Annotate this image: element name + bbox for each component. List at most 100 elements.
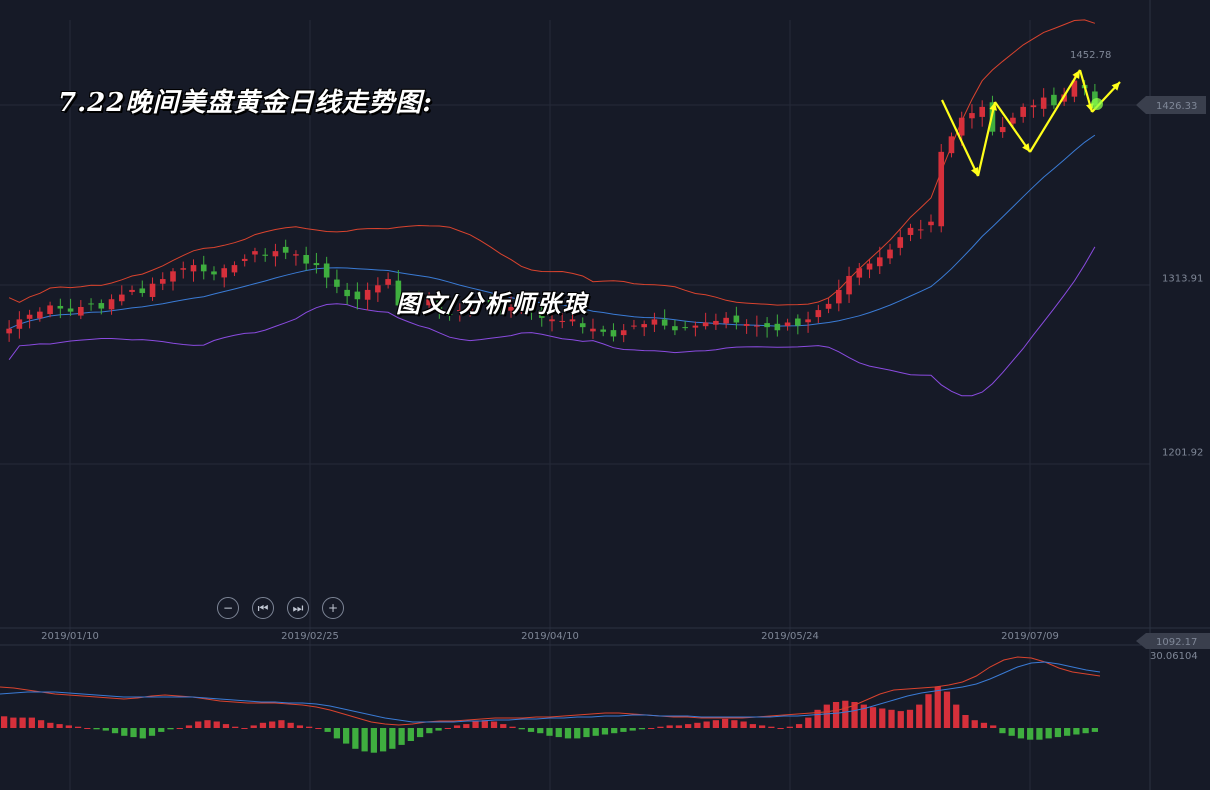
- macd-bar: [685, 724, 692, 728]
- macd-bar: [19, 717, 26, 728]
- macd-bar: [601, 728, 609, 735]
- candle: [395, 280, 402, 306]
- date-axis-label: 2019/01/10: [41, 631, 99, 642]
- macd-bar: [287, 722, 294, 728]
- macd-bar: [814, 709, 821, 728]
- arrow-line: [976, 101, 997, 177]
- candle: [897, 237, 904, 248]
- candle: [344, 289, 350, 297]
- candle: [692, 325, 699, 328]
- date-axis-label: 2019/04/10: [521, 631, 579, 642]
- macd-bar: [731, 720, 738, 728]
- macd-bar: [416, 728, 424, 738]
- macd-bar: [990, 725, 997, 728]
- candle: [917, 229, 924, 231]
- macd-bar: [648, 728, 655, 729]
- macd-bar: [888, 709, 895, 728]
- candle: [866, 263, 873, 270]
- macd-bar: [176, 728, 183, 729]
- plus-icon: +: [327, 601, 339, 615]
- candle: [825, 303, 832, 309]
- candle: [88, 303, 94, 305]
- candle: [385, 279, 391, 285]
- macd-dif-line: [0, 656, 1101, 726]
- candle: [375, 285, 381, 293]
- zoom-in-button[interactable]: +: [322, 597, 344, 619]
- macd-bar: [1091, 728, 1098, 732]
- candle: [303, 254, 309, 264]
- macd-bar: [657, 726, 664, 728]
- macd-bar: [546, 728, 553, 736]
- candle: [1020, 106, 1026, 117]
- candle: [323, 263, 330, 278]
- macd-bar: [259, 722, 267, 728]
- macd-bar: [185, 725, 193, 728]
- candle: [651, 319, 658, 325]
- candle: [180, 268, 187, 270]
- macd-bar: [111, 728, 119, 734]
- candle: [579, 323, 586, 328]
- candle: [620, 330, 627, 336]
- macd-bar: [925, 694, 932, 728]
- candle: [549, 319, 555, 322]
- macd-bar: [204, 720, 211, 728]
- candle: [743, 324, 750, 326]
- macd-bar: [444, 728, 451, 729]
- macd-bar: [343, 728, 350, 744]
- candle: [282, 246, 289, 253]
- macd-bar: [56, 724, 63, 728]
- macd-bar: [1017, 728, 1025, 739]
- candle: [293, 254, 299, 256]
- candle: [805, 319, 811, 323]
- macd-bar: [574, 728, 581, 739]
- candle: [538, 310, 545, 318]
- prev-button[interactable]: ⏮: [252, 597, 274, 619]
- macd-bar: [675, 725, 683, 728]
- next-button[interactable]: ⏭: [287, 597, 309, 619]
- macd-bar: [361, 728, 368, 752]
- macd-bar: [130, 728, 137, 738]
- watermark-text: 图文/分析师张琅: [396, 289, 589, 318]
- candle: [1051, 94, 1057, 106]
- candle: [78, 306, 84, 316]
- minus-icon: −: [222, 601, 234, 615]
- step-forward-icon: ⏭: [292, 601, 304, 615]
- macd-bar: [121, 728, 128, 736]
- macd-bar: [1045, 728, 1052, 739]
- macd-bar: [398, 728, 405, 745]
- candle: [211, 271, 217, 275]
- candle: [446, 314, 453, 316]
- macd-bar: [1054, 728, 1062, 738]
- macd-bar: [490, 721, 498, 728]
- arrow-line: [941, 99, 979, 177]
- candle: [354, 291, 361, 300]
- candle: [784, 322, 791, 326]
- zoom-out-button[interactable]: −: [217, 597, 239, 619]
- macd-bar: [296, 725, 304, 728]
- macd-bar: [851, 702, 858, 728]
- macd-bar: [518, 728, 525, 730]
- candle: [682, 327, 688, 329]
- candle: [272, 251, 279, 257]
- macd-bar: [352, 728, 359, 749]
- candle: [969, 113, 975, 119]
- arrow-head: [1111, 82, 1120, 91]
- candle: [702, 322, 709, 327]
- macd-bar: [962, 715, 969, 728]
- candle: [631, 325, 637, 327]
- macd-bar: [749, 724, 756, 728]
- last-price-badge: [1136, 96, 1206, 114]
- step-back-icon: ⏮: [257, 601, 269, 615]
- macd-bar: [980, 722, 988, 728]
- macd-bar: [897, 711, 904, 728]
- macd-bar: [37, 720, 45, 728]
- date-axis-label: 2019/07/09: [1001, 631, 1059, 642]
- candle: [26, 314, 33, 319]
- macd-top-label: 30.06104: [1150, 651, 1198, 662]
- macd-dea-line: [0, 661, 1101, 723]
- macd-bar: [1036, 728, 1043, 740]
- macd-bar: [555, 728, 562, 738]
- candle: [999, 127, 1006, 133]
- macd-bar: [1027, 728, 1034, 740]
